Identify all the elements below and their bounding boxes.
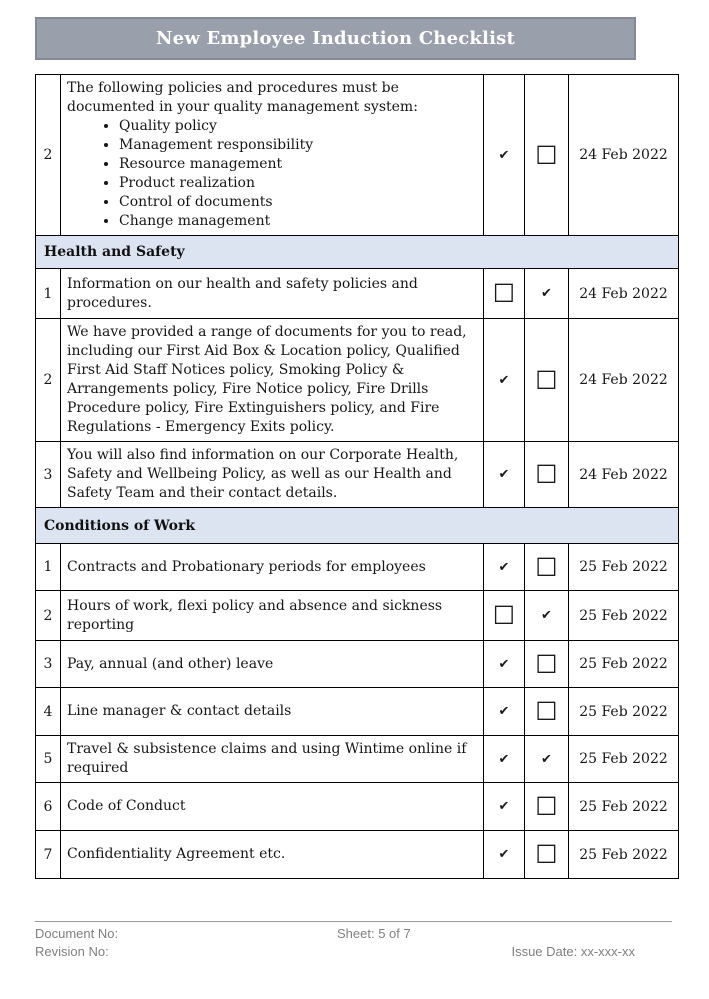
row-date: 25 Feb 2022 xyxy=(568,735,679,783)
checkbox-col1[interactable]: ✔ xyxy=(483,74,525,236)
checkbox-col1[interactable]: ✔ xyxy=(483,687,525,736)
qms-intro-text: The following policies and procedures mu… xyxy=(67,80,418,115)
checkbox-col1[interactable]: ✔ xyxy=(483,735,525,783)
row-description: We have provided a range of documents fo… xyxy=(60,318,484,442)
checkbox-col1[interactable]: ☐ xyxy=(483,590,525,641)
row-date: 25 Feb 2022 xyxy=(568,543,679,591)
bullet-item: Control of documents xyxy=(119,193,477,212)
table-row: 2 Hours of work, flexi policy and absenc… xyxy=(35,590,679,641)
row-date: 25 Feb 2022 xyxy=(568,590,679,641)
sheet-number-label: Sheet: 5 of 7 xyxy=(337,926,411,941)
checkbox-col1[interactable]: ✔ xyxy=(483,640,525,688)
checkbox-col1[interactable]: ✔ xyxy=(483,830,525,879)
checkbox-col2[interactable]: ☐ xyxy=(524,687,569,736)
section-header-health-and-safety: Health and Safety xyxy=(35,235,679,269)
checkbox-col2[interactable]: ☐ xyxy=(524,640,569,688)
row-date: 24 Feb 2022 xyxy=(568,268,679,319)
row-number: 5 xyxy=(35,735,61,783)
row-number: 3 xyxy=(35,640,61,688)
title-banner: New Employee Induction Checklist xyxy=(35,17,636,60)
row-date: 24 Feb 2022 xyxy=(568,441,679,508)
row-description: Hours of work, flexi policy and absence … xyxy=(60,590,484,641)
row-date: 25 Feb 2022 xyxy=(568,687,679,736)
row-description: Contracts and Probationary periods for e… xyxy=(60,543,484,591)
document-no-label: Document No: xyxy=(35,926,119,941)
bullet-item: Product realization xyxy=(119,174,477,193)
bullet-item: Management responsibility xyxy=(119,136,477,155)
row-description: You will also find information on our Co… xyxy=(60,441,484,508)
checkbox-col2[interactable]: ✔ xyxy=(524,590,569,641)
section-header-conditions-of-work: Conditions of Work xyxy=(35,507,679,544)
row-date: 25 Feb 2022 xyxy=(568,640,679,688)
checkbox-col2[interactable]: ☐ xyxy=(524,830,569,879)
table-row: 6 Code of Conduct ✔ ☐ 25 Feb 2022 xyxy=(35,782,679,831)
checkbox-col1[interactable]: ✔ xyxy=(483,441,525,508)
table-row: 1 Information on our health and safety p… xyxy=(35,268,679,319)
row-description: Code of Conduct xyxy=(60,782,484,831)
checkbox-col2[interactable]: ✔ xyxy=(524,735,569,783)
checkbox-col2[interactable]: ☐ xyxy=(524,543,569,591)
checkbox-col1[interactable]: ✔ xyxy=(483,543,525,591)
row-number: 2 xyxy=(35,74,61,236)
row-number: 1 xyxy=(35,268,61,319)
table-row: 2 We have provided a range of documents … xyxy=(35,318,679,442)
checkbox-col2[interactable]: ☐ xyxy=(524,74,569,236)
row-number: 2 xyxy=(35,590,61,641)
checklist-table-container: 2 The following policies and procedures … xyxy=(35,74,679,879)
row-number: 2 xyxy=(35,318,61,442)
policy-bullet-list: Quality policy Management responsibility… xyxy=(67,117,477,231)
row-date: 24 Feb 2022 xyxy=(568,318,679,442)
revision-no-label: Revision No: xyxy=(35,944,109,959)
row-number: 3 xyxy=(35,441,61,508)
row-description: Line manager & contact details xyxy=(60,687,484,736)
section-header-row: Health and Safety xyxy=(35,235,679,269)
row-date: 24 Feb 2022 xyxy=(568,74,679,236)
checkbox-col2[interactable]: ☐ xyxy=(524,782,569,831)
section-header-row: Conditions of Work xyxy=(35,507,679,544)
row-date: 25 Feb 2022 xyxy=(568,830,679,879)
row-description: Pay, annual (and other) leave xyxy=(60,640,484,688)
row-description: Confidentiality Agreement etc. xyxy=(60,830,484,879)
bullet-item: Quality policy xyxy=(119,117,477,136)
table-row: 4 Line manager & contact details ✔ ☐ 25 … xyxy=(35,687,679,736)
row-date: 25 Feb 2022 xyxy=(568,782,679,831)
checkbox-col1[interactable]: ✔ xyxy=(483,782,525,831)
table-row: 2 The following policies and procedures … xyxy=(35,74,679,236)
row-number: 1 xyxy=(35,543,61,591)
table-row: 3 You will also find information on our … xyxy=(35,441,679,508)
checkbox-col2[interactable]: ☐ xyxy=(524,318,569,442)
row-description: Travel & subsistence claims and using Wi… xyxy=(60,735,484,783)
page-title: New Employee Induction Checklist xyxy=(156,28,515,49)
checkbox-col2[interactable]: ☐ xyxy=(524,441,569,508)
row-description: The following policies and procedures mu… xyxy=(60,74,484,236)
checkbox-col1[interactable]: ☐ xyxy=(483,268,525,319)
checkbox-col2[interactable]: ✔ xyxy=(524,268,569,319)
bullet-item: Change management xyxy=(119,212,477,231)
row-number: 7 xyxy=(35,830,61,879)
footer-divider xyxy=(35,921,672,922)
row-description: Information on our health and safety pol… xyxy=(60,268,484,319)
table-row: 1 Contracts and Probationary periods for… xyxy=(35,543,679,591)
table-row: 3 Pay, annual (and other) leave ✔ ☐ 25 F… xyxy=(35,640,679,688)
row-number: 4 xyxy=(35,687,61,736)
checkbox-col1[interactable]: ✔ xyxy=(483,318,525,442)
table-row: 7 Confidentiality Agreement etc. ✔ ☐ 25 … xyxy=(35,830,679,879)
row-number: 6 xyxy=(35,782,61,831)
bullet-item: Resource management xyxy=(119,155,477,174)
checklist-table: 2 The following policies and procedures … xyxy=(35,74,679,879)
issue-date-label: Issue Date: xx-xxx-xx xyxy=(511,944,635,959)
table-row: 5 Travel & subsistence claims and using … xyxy=(35,735,679,783)
